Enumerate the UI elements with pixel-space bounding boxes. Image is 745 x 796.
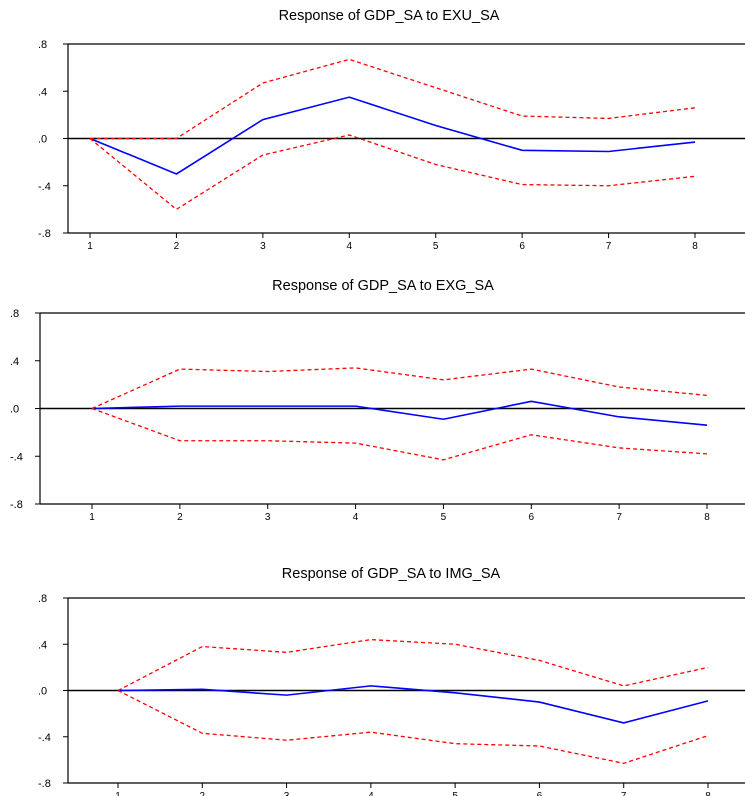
x-tick-label: 4 [368, 791, 374, 796]
x-tick-label: 2 [200, 791, 206, 796]
series-line-response [117, 685, 709, 724]
y-tick-label: .0 [38, 134, 47, 146]
x-tick-label: 6 [529, 512, 535, 523]
y-tick-label: -.8 [10, 499, 23, 511]
x-tick-label: 5 [452, 791, 458, 796]
y-tick-label: -.4 [38, 732, 51, 744]
x-tick-label: 1 [115, 791, 121, 796]
x-tick-label: 3 [284, 791, 290, 796]
y-tick-label: .4 [38, 86, 47, 98]
x-tick-label: 8 [705, 791, 711, 796]
series-line-response [91, 400, 708, 427]
x-tick-label: 2 [174, 241, 180, 252]
x-tick-label: 7 [621, 791, 627, 796]
series-line-response [89, 96, 696, 175]
y-tick-label: .8 [10, 308, 19, 320]
x-tick-label: 1 [89, 512, 95, 523]
series-line-upper-band [90, 58, 696, 140]
x-tick-label: 8 [692, 241, 698, 252]
y-tick-label: -.8 [38, 228, 51, 240]
x-tick-label: 5 [441, 512, 447, 523]
chart-title-2: Response of GDP_SA to EXG_SA [272, 278, 494, 294]
y-tick-label: .4 [38, 639, 47, 651]
y-tick-label: .0 [10, 404, 19, 416]
x-tick-label: 3 [260, 241, 266, 252]
series-line-lower-band [89, 134, 696, 211]
y-tick-label: -.4 [38, 181, 51, 193]
y-tick-label: -.4 [10, 451, 23, 463]
y-tick-label: .8 [38, 39, 47, 51]
x-tick-label: 6 [537, 791, 543, 796]
x-tick-label: 8 [704, 512, 710, 523]
x-tick-label: 3 [265, 512, 271, 523]
x-tick-label: 7 [606, 241, 612, 252]
y-tick-label: .0 [38, 686, 47, 698]
y-tick-label: .8 [38, 593, 47, 605]
series-line-upper-band [91, 367, 708, 410]
x-tick-label: 5 [433, 241, 439, 252]
x-tick-label: 7 [616, 512, 622, 523]
x-tick-label: 4 [353, 512, 359, 523]
x-tick-label: 4 [347, 241, 353, 252]
x-tick-label: 6 [519, 241, 525, 252]
x-tick-label: 2 [177, 512, 183, 523]
chart-title-1: Response of GDP_SA to EXU_SA [278, 8, 500, 24]
chart-title-3: Response of GDP_SA to IMG_SA [281, 566, 501, 582]
x-tick-label: 1 [87, 241, 93, 252]
series-line-upper-band [117, 638, 709, 692]
y-tick-label: .4 [10, 356, 19, 368]
y-tick-label: -.8 [38, 778, 51, 790]
series-line-lower-band [117, 689, 709, 765]
series-line-lower-band [91, 407, 708, 461]
